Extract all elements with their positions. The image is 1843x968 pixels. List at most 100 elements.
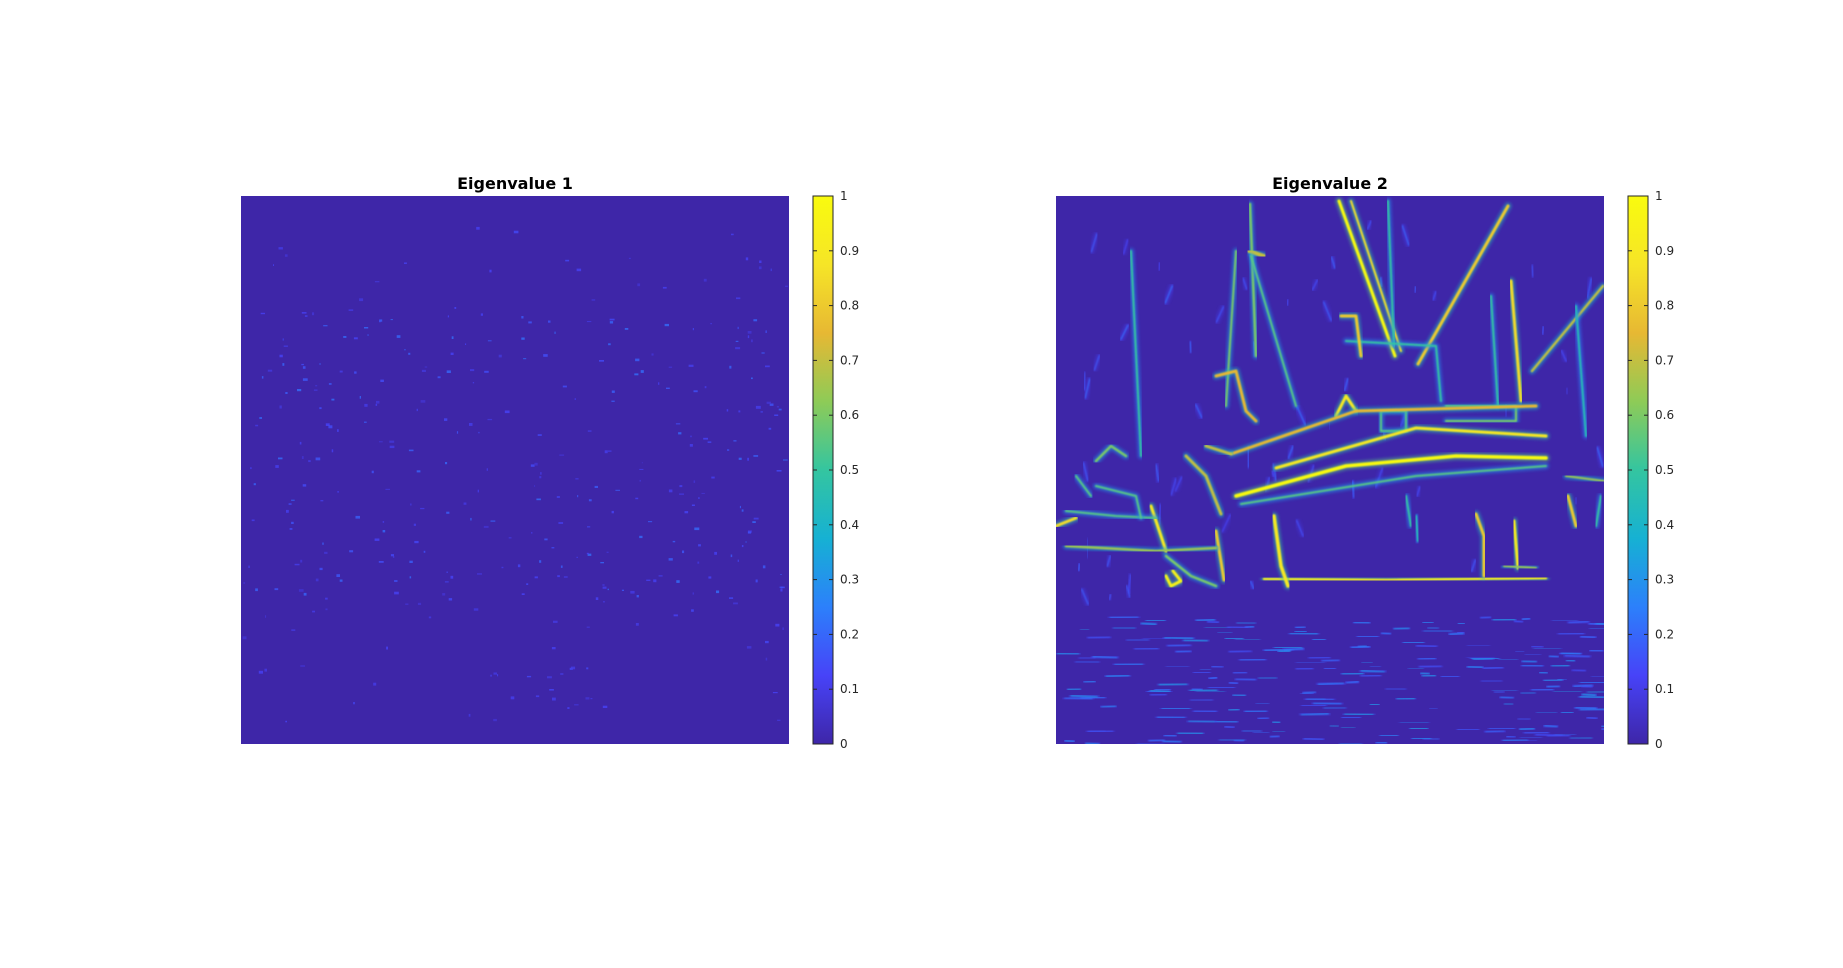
heatmap-1-speck <box>765 330 767 333</box>
heatmap-1-speck <box>331 449 334 453</box>
heatmap-1-speck <box>493 672 497 675</box>
edge-stroke <box>1195 404 1203 418</box>
edge-stroke <box>1323 301 1332 321</box>
heatmap-1-speck <box>776 470 782 472</box>
edge-stroke <box>1539 671 1548 674</box>
heatmap-1-speck <box>635 358 640 362</box>
heatmap-1-speck <box>760 411 763 413</box>
heatmap-1-speck <box>273 264 274 266</box>
heatmap-1-speck <box>539 560 542 563</box>
edge-stroke <box>1137 743 1154 744</box>
heatmap-1-speck <box>552 697 556 701</box>
heatmap-1-speck <box>752 521 756 523</box>
heatmap-1-speck <box>513 230 519 234</box>
heatmap-1-speck <box>778 408 782 411</box>
edge-stroke <box>1221 514 1231 532</box>
edge-stroke <box>1405 495 1412 527</box>
heatmap-1-speck <box>264 668 267 672</box>
heatmap-1-speck <box>780 574 782 575</box>
colorbar-tick-label: 0 <box>840 737 848 751</box>
colorbar-tick-label: 0.6 <box>1655 408 1674 422</box>
edge-stroke <box>1339 314 1363 358</box>
colorbar-tick-label: 0.1 <box>840 682 859 696</box>
heatmap-1-speck <box>300 559 303 563</box>
edge-stroke <box>1416 486 1421 497</box>
colorbar-tick-label: 0.9 <box>1655 244 1674 258</box>
edge-stroke <box>1531 264 1534 277</box>
edge-stroke <box>1295 626 1306 629</box>
heatmap-1-speck <box>692 328 694 331</box>
heatmap-1-speck <box>751 339 753 343</box>
heatmap-1-speck <box>404 262 407 264</box>
edge-stroke <box>1492 618 1516 621</box>
heatmap-1-speck <box>325 423 330 426</box>
edge-stroke <box>1546 685 1560 688</box>
edge-stroke <box>1360 670 1385 673</box>
edge-stroke <box>1558 632 1584 635</box>
heatmap-1-speck <box>639 535 643 539</box>
heatmap-1-speck <box>534 576 538 579</box>
edge-stroke <box>1323 706 1346 709</box>
edge-stroke <box>1548 655 1559 658</box>
edge-stroke <box>1575 706 1597 710</box>
edge-stroke <box>1271 470 1275 477</box>
heatmap-1-speck <box>733 440 737 442</box>
heatmap-1-speck <box>304 315 308 317</box>
heatmap-1-speck <box>694 527 700 531</box>
heatmap-1-speck <box>414 540 419 544</box>
edge-stroke <box>1300 712 1329 716</box>
heatmap-1-speck <box>523 358 527 360</box>
heatmap-1-speck <box>416 470 421 473</box>
heatmap-1-speck <box>526 675 532 678</box>
colorbar-tick-label: 0.2 <box>1655 627 1674 641</box>
edge-stroke <box>1401 225 1410 246</box>
heatmap-1-speck <box>653 579 657 583</box>
heatmap-1-speck <box>285 720 287 723</box>
heatmap-1-speck <box>470 517 472 521</box>
edge-stroke <box>1483 666 1503 670</box>
heatmap-1-speck <box>323 325 328 327</box>
heatmap-1-speck <box>716 590 720 594</box>
heatmap-1-speck <box>576 268 582 272</box>
heatmap-1-speck <box>637 283 641 287</box>
panel-eigenvalue-1: Eigenvalue 1 0 0.1 0.2 0.3 0.4 0.5 0.6 0.7 0.8 0.… <box>241 174 859 751</box>
heatmap-1-speck <box>380 379 384 382</box>
heatmap-1-speck <box>624 328 629 330</box>
heatmap-1-speck <box>682 550 685 554</box>
edge-stroke <box>1120 324 1129 340</box>
heatmap-1-speck <box>574 398 576 400</box>
edge-stroke <box>1351 645 1370 649</box>
heatmap-1-speck <box>611 390 615 393</box>
heatmap-1-speck <box>349 550 354 553</box>
edge-stroke <box>1313 702 1342 705</box>
heatmap-1-speck <box>600 562 604 564</box>
edge-stroke <box>1530 284 1604 373</box>
heatmap-1-speck <box>737 559 739 562</box>
heatmap-1-speck <box>364 327 369 329</box>
heatmap-1-speck <box>489 269 492 273</box>
heatmap-1-speck <box>294 563 300 566</box>
heatmap-1-speck <box>300 665 305 667</box>
heatmap-1-speck <box>607 588 609 591</box>
edge-stroke <box>1471 559 1476 572</box>
heatmap-1-speck <box>468 713 471 717</box>
heatmap-1-speck <box>319 407 322 410</box>
edge-stroke <box>1236 622 1256 624</box>
heatmap-1-speck <box>288 503 292 505</box>
heatmap-1-speck <box>394 580 398 582</box>
edge-stroke <box>1204 444 1233 456</box>
heatmap-1-speck <box>698 497 700 499</box>
heatmap-1-speck <box>587 526 591 528</box>
edge-stroke <box>1208 676 1218 680</box>
heatmap-1-speck <box>765 657 768 661</box>
heatmap-1-speck <box>609 321 614 324</box>
heatmap-1-speck <box>708 576 712 579</box>
heatmap-1-speck <box>463 502 467 505</box>
heatmap-1-speck <box>424 366 428 368</box>
heatmap-1-speck <box>456 431 459 434</box>
heatmap-1-speck <box>389 445 395 449</box>
heatmap-1-speck <box>544 538 548 541</box>
edge-stroke <box>1580 635 1596 639</box>
heatmap-1-speck <box>364 421 367 423</box>
